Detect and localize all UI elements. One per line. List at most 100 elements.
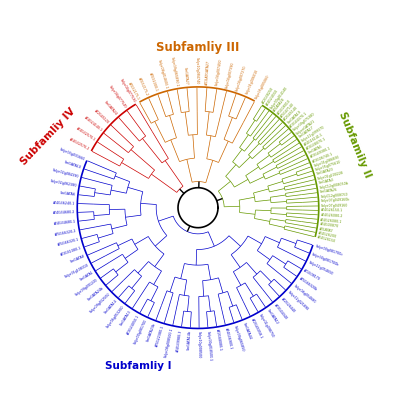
Text: SmGATA12: SmGATA12 — [265, 308, 279, 326]
Text: Solyc08g008500.1: Solyc08g008500.1 — [164, 328, 174, 358]
Text: SmGATA27: SmGATA27 — [183, 67, 189, 85]
Text: Solyc01g108310: Solyc01g108310 — [64, 263, 90, 279]
Text: AT4G32570.1: AT4G32570.1 — [75, 126, 96, 142]
Text: Solyc04g077530: Solyc04g077530 — [119, 78, 136, 103]
Text: Subfamliy IV: Subfamliy IV — [19, 106, 77, 167]
Text: Solyc10g008500: Solyc10g008500 — [197, 331, 202, 358]
Text: AT3G38070.1: AT3G38070.1 — [305, 137, 327, 151]
Text: AT1G08170: AT1G08170 — [303, 269, 321, 282]
Text: Solyc12g054650: Solyc12g054650 — [307, 261, 334, 276]
Text: AT3G24050.1: AT3G24050.1 — [126, 314, 140, 336]
Text: Solyc09g065850: Solyc09g065850 — [233, 324, 245, 352]
Text: SmGATA6: SmGATA6 — [60, 191, 76, 196]
Text: Solyc12g099370: Solyc12g099370 — [301, 125, 326, 143]
Text: Solyc06g053260: Solyc06g053260 — [105, 304, 125, 329]
Text: SolyceGATA21: SolyceGATA21 — [295, 118, 316, 136]
Text: SolyC12g008050b: SolyC12g008050b — [319, 181, 349, 190]
Text: Solyc07g049160: Solyc07g049160 — [321, 204, 348, 208]
Text: AT4G26150.1: AT4G26150.1 — [321, 208, 343, 213]
Text: SmGATA17: SmGATA17 — [298, 126, 315, 139]
Text: Solyc06g054680: Solyc06g054680 — [292, 284, 316, 304]
Text: AT4G32570.2: AT4G32570.2 — [69, 138, 90, 152]
Text: AT4G24550: AT4G24550 — [265, 89, 280, 107]
Text: AT3G49380.1: AT3G49380.1 — [310, 146, 331, 159]
Text: Solyc00g081700c: Solyc00g081700c — [314, 244, 343, 257]
Text: Solyc09g091220: Solyc09g091220 — [75, 278, 99, 298]
Text: AT4G16141.1: AT4G16141.1 — [303, 132, 324, 147]
Text: SmGATA14: SmGATA14 — [103, 298, 118, 314]
Text: Solyc02g084390: Solyc02g084390 — [52, 168, 79, 179]
Text: Subfamliy III: Subfamliy III — [156, 41, 240, 54]
Text: Solyc09g065890.1: Solyc09g065890.1 — [169, 56, 179, 87]
Text: Solyc00g081700b: Solyc00g081700b — [311, 252, 340, 267]
Text: Subfamliy I: Subfamliy I — [105, 361, 172, 371]
Text: SmGATA1: SmGATA1 — [79, 270, 94, 282]
Text: SmGATA3: SmGATA3 — [318, 178, 335, 185]
Text: ATG52175.2: ATG52175.2 — [137, 76, 149, 96]
Text: AT3G44370.1: AT3G44370.1 — [289, 111, 309, 128]
Text: SmGATA14b: SmGATA14b — [187, 330, 192, 350]
Text: Solyc01g086830: Solyc01g086830 — [313, 155, 340, 168]
Text: SmGATA44: SmGATA44 — [241, 322, 252, 340]
Text: AT2G38250: AT2G38250 — [261, 86, 275, 104]
Text: ATCGATGATA27: ATCGATGATA27 — [205, 60, 211, 85]
Text: AT4G34680.1: AT4G34680.1 — [53, 220, 76, 226]
Text: AT2G26440: AT2G26440 — [280, 297, 296, 314]
Text: SmGATA8: SmGATA8 — [70, 254, 86, 264]
Text: ATGATA28: ATGATA28 — [273, 97, 286, 112]
Text: ATG52175.1: ATG52175.1 — [127, 82, 140, 101]
Text: Solyc09g075380: Solyc09g075380 — [293, 112, 316, 132]
Text: SmGATA26: SmGATA26 — [320, 188, 338, 194]
Text: Solyc04g007400: Solyc04g007400 — [215, 59, 223, 86]
Text: SmGATA19: SmGATA19 — [286, 110, 302, 125]
Text: AT5G47140: AT5G47140 — [280, 102, 296, 118]
Text: AT5G22380.1: AT5G22380.1 — [155, 325, 166, 348]
Text: Solyc07g049160b: Solyc07g049160b — [321, 198, 350, 203]
Text: Solyc09g032500: Solyc09g032500 — [89, 292, 111, 314]
Text: AT2G45120: AT2G45120 — [93, 108, 110, 124]
Text: Solyc05g005060: Solyc05g005060 — [254, 74, 270, 100]
Text: AT4G24140.1: AT4G24140.1 — [83, 116, 103, 133]
Text: Solyc03g031660: Solyc03g031660 — [59, 147, 86, 162]
Text: SmGATA10: SmGATA10 — [64, 160, 82, 170]
Text: AT4G39980.3: AT4G39980.3 — [176, 329, 183, 352]
Text: SmGATA5: SmGATA5 — [308, 144, 324, 155]
Text: AT5G66320b: AT5G66320b — [298, 276, 318, 292]
Text: AT4G00870: AT4G00870 — [320, 222, 339, 229]
Text: AT2G45058.1: AT2G45058.1 — [249, 318, 263, 340]
Text: Solyc05g075610: Solyc05g075610 — [314, 160, 342, 172]
Text: AT4G34680.2: AT4G34680.2 — [53, 210, 75, 215]
Text: AT4G26080.2: AT4G26080.2 — [321, 213, 343, 218]
Text: Solyc00g018500.1: Solyc00g018500.1 — [206, 330, 213, 361]
Text: Subfamily II: Subfamily II — [337, 110, 373, 179]
Text: Solyc01g006010: Solyc01g006010 — [245, 69, 259, 95]
Text: AT4G26200: AT4G26200 — [318, 231, 338, 239]
Text: ATGATA7: ATGATA7 — [319, 226, 334, 233]
Text: AT4G26150: AT4G26150 — [317, 236, 337, 244]
Text: AT4G36240.1: AT4G36240.1 — [53, 201, 75, 206]
Text: AT5G66320.1: AT5G66320.1 — [57, 237, 80, 247]
Text: AT3G04340: AT3G04340 — [273, 303, 288, 320]
Text: AT1G08010: AT1G08010 — [276, 98, 292, 115]
Text: SmGATA24b: SmGATA24b — [87, 285, 105, 301]
Text: Solyc01g100228: Solyc01g100228 — [317, 170, 345, 181]
Text: AT2G45140: AT2G45140 — [283, 105, 299, 122]
Text: AT2G68080.1: AT2G68080.1 — [215, 329, 223, 352]
Text: Solyc08g014600.1: Solyc08g014600.1 — [157, 59, 169, 89]
Text: Solyc10g084740: Solyc10g084740 — [195, 57, 199, 85]
Text: AT4G26080.1: AT4G26080.1 — [320, 218, 343, 224]
Text: Solyc00g014140: Solyc00g014140 — [269, 85, 288, 110]
Text: AT4G36900.1: AT4G36900.1 — [224, 327, 233, 350]
Text: Solyc04g007390: Solyc04g007390 — [225, 61, 236, 89]
Text: SmGATA23b: SmGATA23b — [146, 322, 157, 342]
Text: AT3G51080.1: AT3G51080.1 — [60, 246, 82, 257]
Text: Solyc02g062380: Solyc02g062380 — [50, 178, 77, 188]
Text: SmGATA13: SmGATA13 — [119, 310, 132, 327]
Text: Solyc04g007270: Solyc04g007270 — [235, 64, 248, 92]
Text: Solyc12g021890: Solyc12g021890 — [286, 290, 309, 312]
Text: SmGATA23: SmGATA23 — [316, 168, 334, 176]
Text: SmGATA24: SmGATA24 — [103, 100, 118, 116]
Text: AT3G06740.1: AT3G06740.1 — [311, 151, 333, 164]
Text: AT5G66320.2: AT5G66320.2 — [55, 228, 77, 236]
Text: SolyC12g008050: SolyC12g008050 — [320, 192, 348, 199]
